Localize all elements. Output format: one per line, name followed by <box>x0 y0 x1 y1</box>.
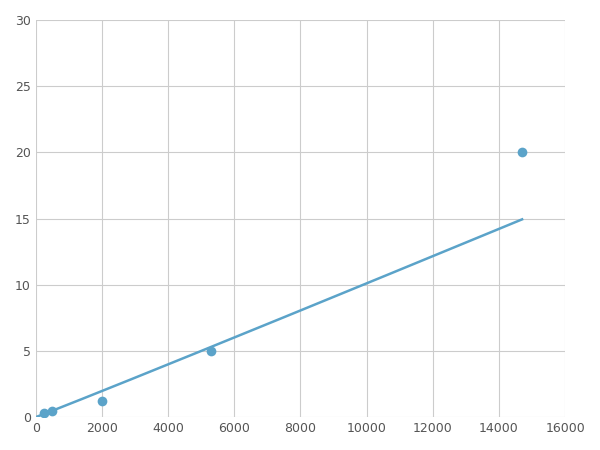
Point <box>47 407 57 414</box>
Point <box>517 149 527 156</box>
Point <box>39 410 49 417</box>
Point <box>97 398 107 405</box>
Point <box>206 347 216 355</box>
